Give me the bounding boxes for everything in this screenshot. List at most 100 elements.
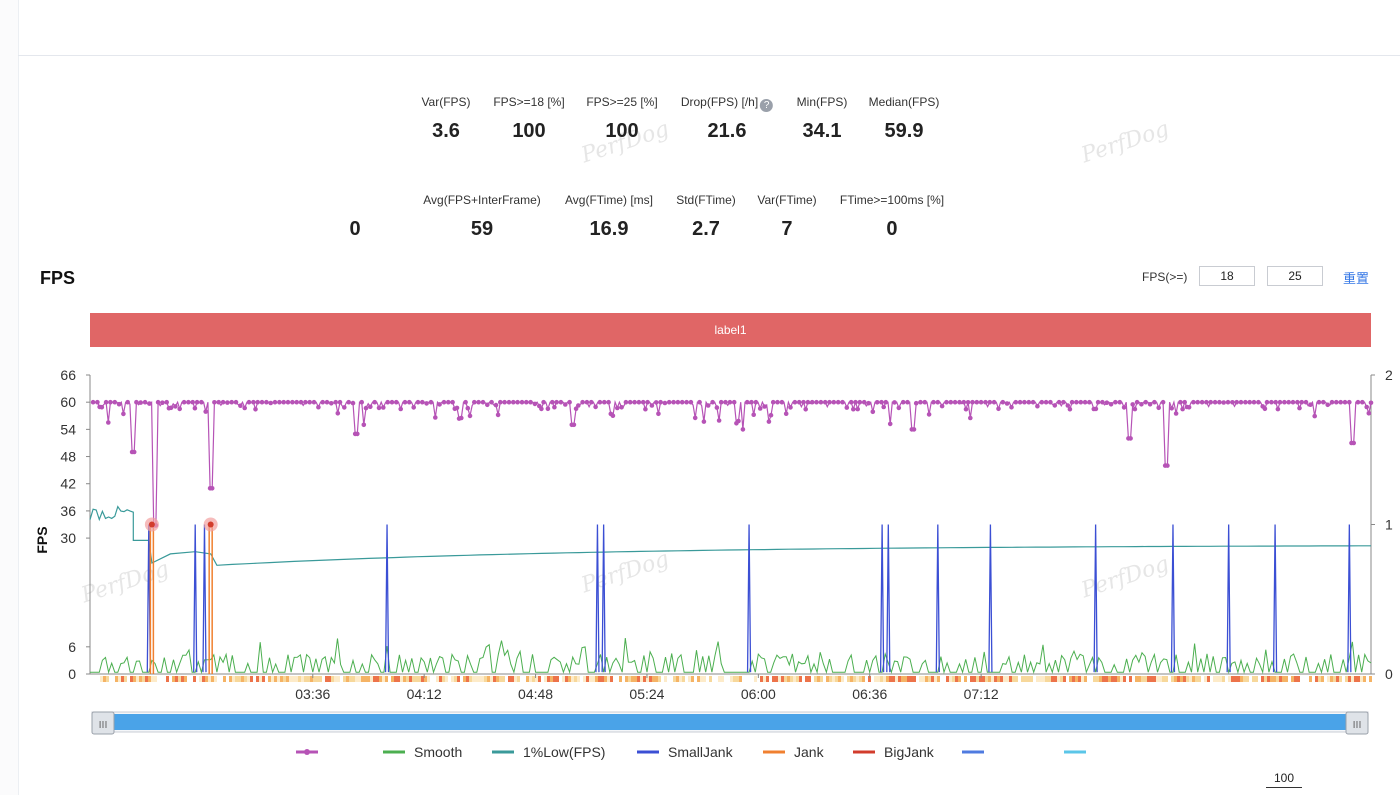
top-divider xyxy=(18,55,1400,56)
heat-strip-cell xyxy=(1249,676,1252,682)
fps-point xyxy=(285,399,291,405)
stat-value: 16.9 xyxy=(589,218,629,240)
heat-strip-cell xyxy=(460,676,463,682)
stat-label: FTime>=100ms [%] xyxy=(839,193,945,207)
fps-point xyxy=(970,399,975,405)
fps-point xyxy=(1262,406,1268,412)
legend-label[interactable]: Jank xyxy=(794,744,825,760)
fps-point xyxy=(324,399,330,405)
legend-label[interactable]: SmallJank xyxy=(668,744,734,760)
fps-point xyxy=(827,399,832,405)
fps-point xyxy=(688,399,694,405)
question-circle-icon[interactable]: ? xyxy=(760,99,774,112)
heat-strip-cell xyxy=(310,676,313,682)
fps-point xyxy=(576,403,581,408)
zoom-slider-left-handle[interactable] xyxy=(91,711,115,735)
heat-strip-cell xyxy=(1171,676,1174,682)
heat-strip-cell xyxy=(1021,676,1024,682)
fps-point xyxy=(229,399,234,405)
reset-button[interactable]: 重置 xyxy=(1343,271,1370,286)
fps-point xyxy=(1165,463,1170,468)
heat-strip-cell xyxy=(715,676,718,682)
label-bar[interactable]: label1 xyxy=(90,313,1371,347)
heat-strip-cell xyxy=(1126,676,1129,682)
heat-strip-cell xyxy=(337,676,340,682)
fps-point xyxy=(1113,399,1118,405)
fps-point xyxy=(935,399,941,405)
fps-point xyxy=(376,405,382,411)
heat-strip-cell xyxy=(1252,676,1255,682)
heat-strip-cell xyxy=(439,676,442,682)
heat-strip-cell xyxy=(775,676,778,682)
zoom-slider-fill[interactable] xyxy=(104,714,1356,730)
heat-strip-cell xyxy=(481,676,484,682)
fps-point xyxy=(446,399,451,405)
legend-label[interactable]: 1%Low(FPS) xyxy=(523,744,605,760)
heat-strip-cell xyxy=(289,676,292,682)
y-tick-label: 66 xyxy=(60,367,76,383)
heat-strip-cell xyxy=(730,676,733,682)
page-size-selector[interactable]: 100 xyxy=(1266,769,1302,788)
heat-strip-cell xyxy=(1348,676,1351,682)
heat-strip-cell xyxy=(448,676,451,682)
fps-point xyxy=(597,399,603,405)
fps-point xyxy=(1117,399,1123,405)
heat-strip-cell xyxy=(1315,676,1318,682)
heat-strip-cell xyxy=(628,676,631,682)
fps-point xyxy=(333,399,339,405)
fps-point xyxy=(615,405,620,411)
stat-value: 59 xyxy=(470,218,494,240)
heat-strip-cell xyxy=(718,676,721,682)
y-tick-label: 60 xyxy=(60,394,76,410)
heat-strip-cell xyxy=(874,676,877,682)
heat-strip-cell xyxy=(133,676,136,682)
fps-point xyxy=(203,409,208,414)
smooth-series-line xyxy=(90,638,1372,675)
heat-strip-cell xyxy=(322,676,325,682)
fps-threshold-input-2[interactable] xyxy=(1267,266,1323,286)
fps-point xyxy=(1212,399,1218,405)
heat-strip-cell xyxy=(412,676,415,682)
fps-point xyxy=(801,399,806,405)
stat-median-fps: Median(FPS) 59.9 xyxy=(869,94,940,143)
heat-strip-cell xyxy=(1090,676,1093,682)
stat-unlabeled: 0 xyxy=(349,192,360,241)
fps-point xyxy=(918,399,923,405)
fps-point xyxy=(632,399,637,405)
heat-strip-cell xyxy=(646,676,649,682)
heat-strip-cell xyxy=(463,676,466,682)
fps-point xyxy=(840,399,845,405)
heat-strip-cell xyxy=(769,676,772,682)
fps-point xyxy=(233,399,239,405)
heat-strip-cell xyxy=(1243,676,1246,682)
heat-strip-cell xyxy=(1174,676,1177,682)
fps-point xyxy=(103,399,109,405)
legend-label[interactable]: BigJank xyxy=(884,744,935,760)
fps-threshold-input-1[interactable] xyxy=(1199,266,1255,286)
fps-point xyxy=(1104,400,1110,405)
fps-point xyxy=(1277,399,1283,405)
heat-strip-cell xyxy=(1231,676,1234,682)
heat-strip-cell xyxy=(622,676,625,682)
fps-point xyxy=(251,399,256,405)
heat-strip-cell xyxy=(148,676,151,682)
fps-point xyxy=(1364,404,1369,410)
jank-spike xyxy=(149,523,155,674)
fps-point xyxy=(1243,399,1248,405)
fps-point xyxy=(653,400,659,405)
grip-icon: III xyxy=(99,720,108,731)
fps-point xyxy=(1191,399,1196,405)
heat-strip-cell xyxy=(733,676,736,682)
legend-label[interactable]: Smooth xyxy=(414,744,462,760)
fps-point xyxy=(259,399,265,405)
smalljank-spike xyxy=(1347,524,1352,673)
zoom-slider-right-handle[interactable] xyxy=(1345,711,1369,735)
heat-strip-cell xyxy=(1009,676,1012,682)
heat-strip-cell xyxy=(1153,676,1156,682)
heat-strip-cell xyxy=(1321,676,1324,682)
stat-label: Avg(FPS+InterFrame) xyxy=(423,193,541,207)
heat-strip-cell xyxy=(1318,676,1321,682)
fps-point xyxy=(1247,399,1252,405)
fps-point xyxy=(610,413,616,418)
